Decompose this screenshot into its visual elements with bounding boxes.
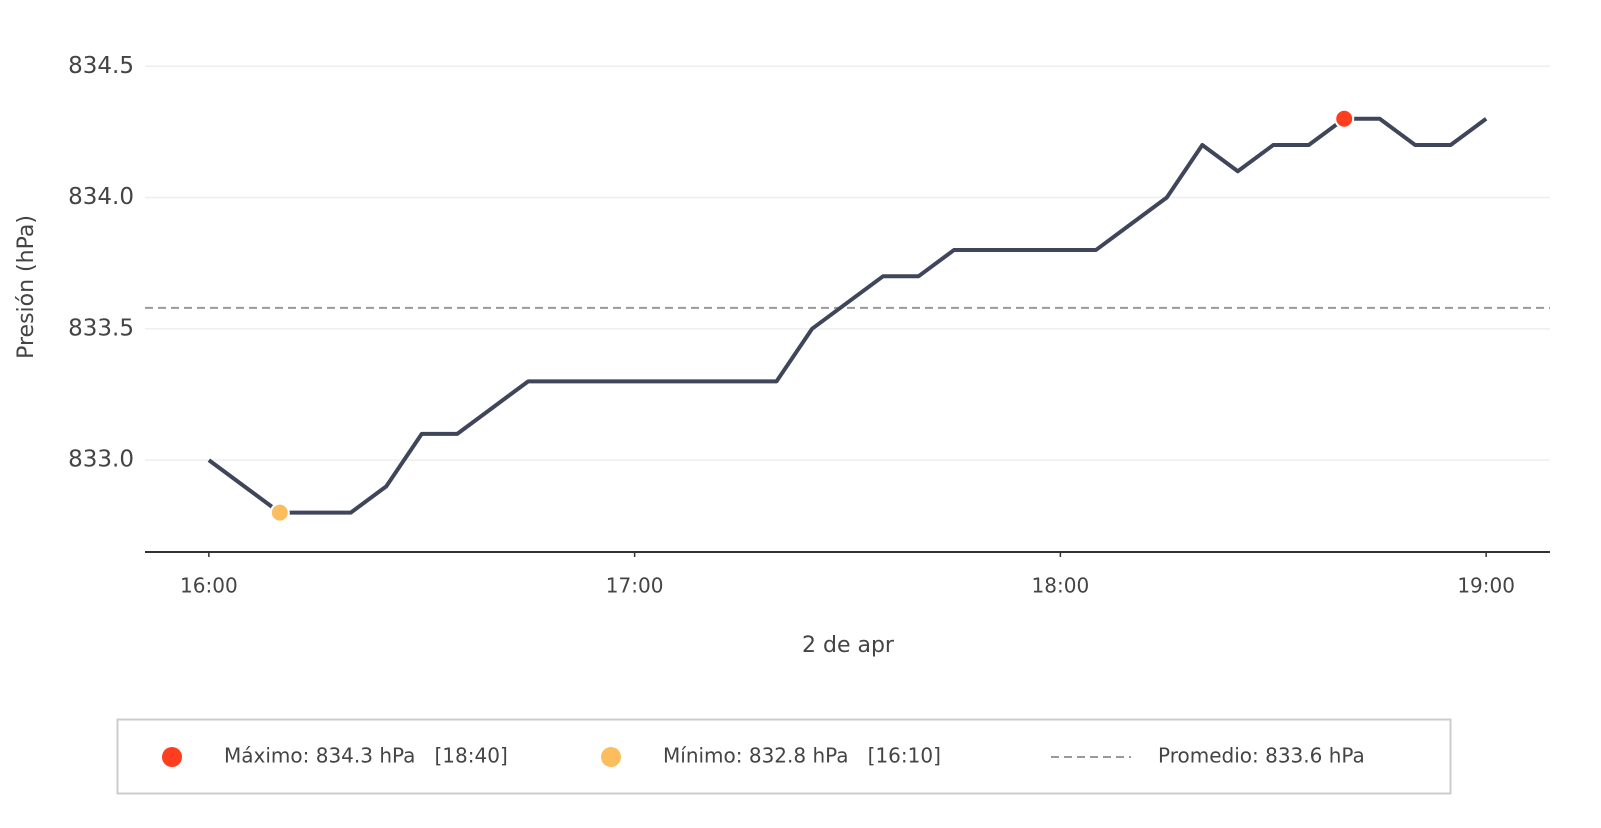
y-axis-label: Presión (hPa) <box>14 215 39 359</box>
legend-box <box>116 718 1452 795</box>
y-tick-label: 834.5 <box>68 53 134 79</box>
extreme-marker <box>1334 108 1355 129</box>
x-tick-label: 18:00 <box>1032 574 1090 598</box>
x-tick-label: 19:00 <box>1457 574 1515 598</box>
y-tick-label: 833.5 <box>68 315 134 341</box>
legend-label: Mínimo: 832.8 hPa [16:10] <box>663 744 941 768</box>
legend-marker <box>601 747 621 767</box>
pressure-line <box>207 116 1488 515</box>
legend-marker <box>162 747 182 767</box>
extreme-marker <box>269 502 290 523</box>
y-tick-label: 833.0 <box>68 447 134 473</box>
legend-label: Promedio: 833.6 hPa <box>1158 744 1365 768</box>
legend-label: Máximo: 834.3 hPa [18:40] <box>224 744 508 768</box>
x-tick-label: 17:00 <box>606 574 664 598</box>
x-tick-label: 16:00 <box>180 574 238 598</box>
x-axis-label: 2 de apr <box>802 633 895 658</box>
y-tick-label: 834.0 <box>68 184 134 210</box>
